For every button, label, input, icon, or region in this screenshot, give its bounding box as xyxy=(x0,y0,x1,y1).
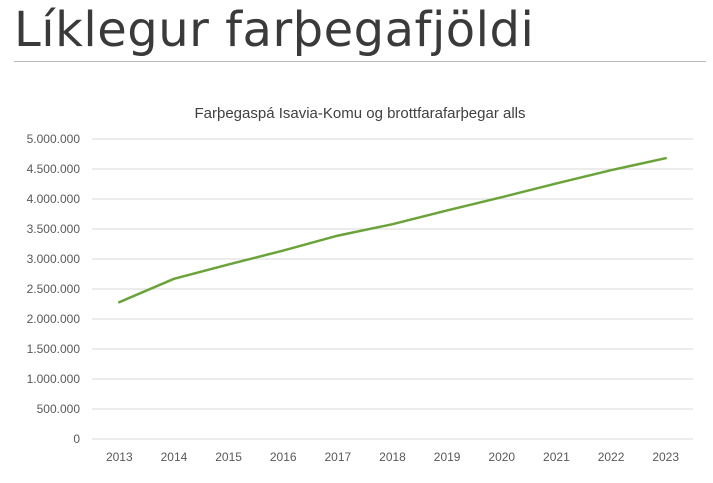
x-tick-label: 2022 xyxy=(598,450,625,464)
title-divider xyxy=(14,61,706,62)
y-tick-label: 0 xyxy=(73,432,80,446)
x-tick-label: 2020 xyxy=(488,450,515,464)
gridlines xyxy=(92,138,693,440)
chart-title: Farþegaspá Isavia-Komu og brottfarafarþe… xyxy=(194,105,525,122)
y-tick-label: 500.000 xyxy=(37,402,81,416)
series-line xyxy=(118,156,667,304)
y-tick-labels: 0 500.000 1.000.000 1.500.000 2.000.000 2.500… xyxy=(27,132,81,446)
x-tick-label: 2019 xyxy=(434,450,461,464)
x-tick-labels: 2013 2014 2015 2016 2017 2018 2019 2020 2021 2022… xyxy=(106,450,679,464)
x-tick-label: 2013 xyxy=(106,450,133,464)
series-group xyxy=(118,156,667,304)
y-tick-label: 3.500.000 xyxy=(27,222,81,236)
x-tick-label: 2023 xyxy=(652,450,679,464)
x-tick-label: 2017 xyxy=(325,450,352,464)
x-tick-label: 2015 xyxy=(215,450,242,464)
y-tick-label: 2.500.000 xyxy=(27,282,81,296)
y-tick-label: 2.000.000 xyxy=(27,312,81,326)
slide-title: Líklegur farþegafjöldi xyxy=(14,2,535,58)
x-tick-label: 2016 xyxy=(270,450,297,464)
y-tick-label: 3.000.000 xyxy=(27,252,81,266)
y-tick-label: 4.500.000 xyxy=(27,162,81,176)
x-tick-label: 2014 xyxy=(161,450,188,464)
line-chart: Farþegaspá Isavia-Komu og brottfarafarþe… xyxy=(27,105,693,464)
y-tick-label: 1.500.000 xyxy=(27,342,81,356)
y-tick-label: 4.000.000 xyxy=(27,192,81,206)
x-tick-label: 2021 xyxy=(543,450,570,464)
y-tick-label: 5.000.000 xyxy=(27,132,81,146)
y-tick-label: 1.000.000 xyxy=(27,372,81,386)
x-tick-label: 2018 xyxy=(379,450,406,464)
